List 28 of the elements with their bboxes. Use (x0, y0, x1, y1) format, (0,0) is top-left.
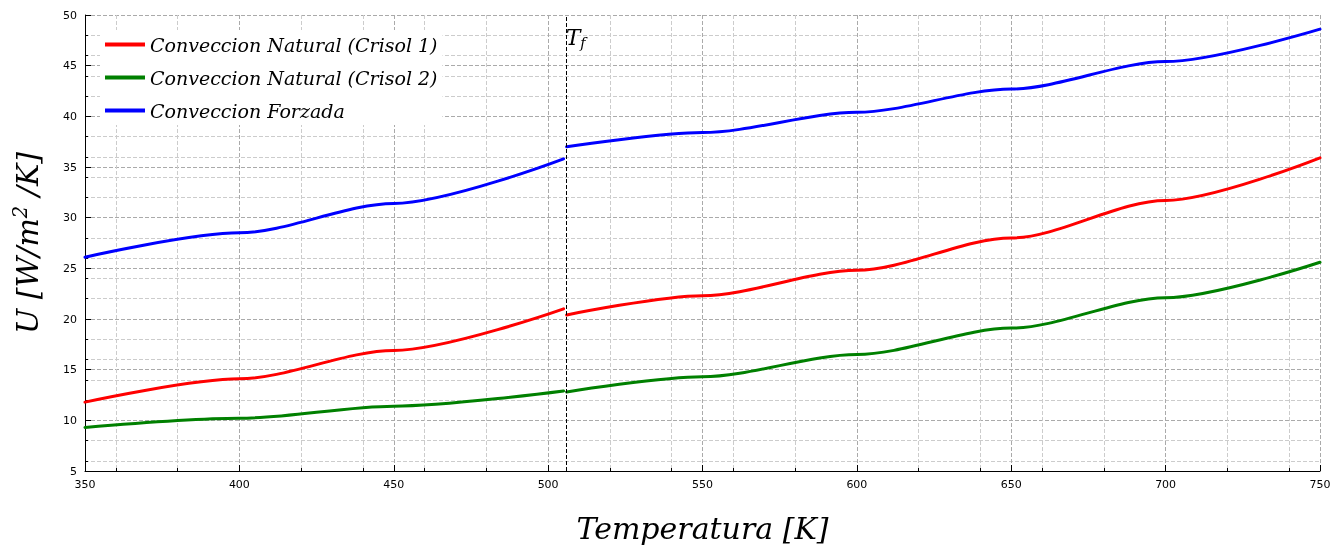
x-tick-label: 400 (228, 478, 250, 491)
y-tick-label: 35 (63, 160, 77, 174)
y-tick-label: 40 (63, 109, 77, 123)
x-tick-label: 550 (692, 478, 713, 491)
legend-label: Conveccion Natural (Crisol 1) (150, 33, 438, 56)
x-tick-label: 450 (383, 478, 405, 491)
line-series (565, 27, 1322, 149)
line-series (565, 156, 1322, 317)
x-axis-title: Temperatura [K] (576, 510, 829, 546)
y-tick-label: 25 (63, 261, 77, 275)
line-series (83, 307, 566, 404)
y-tick-label: 10 (63, 413, 77, 427)
x-tick-label: 350 (74, 478, 96, 491)
legend-label: Conveccion Natural (Crisol 2) (150, 66, 438, 89)
x-tick-label: 700 (1155, 478, 1177, 491)
x-tick-label: 650 (1000, 478, 1022, 491)
x-tick-label: 600 (846, 478, 868, 491)
y-tick-label: 30 (63, 211, 77, 225)
y-tick-label: 20 (63, 312, 77, 326)
x-tick-label: 750 (1309, 478, 1331, 491)
legend-label: Conveccion Forzada (150, 99, 345, 122)
y-tick-label: 45 (63, 59, 77, 73)
line-series (83, 157, 566, 259)
y-tick-label: 15 (63, 363, 77, 377)
y-axis-title: U [W/m2 /K] (8, 151, 45, 335)
y-tick-label: 5 (70, 464, 77, 478)
y-tick-label: 50 (63, 8, 77, 22)
x-tick-label: 500 (537, 478, 559, 491)
